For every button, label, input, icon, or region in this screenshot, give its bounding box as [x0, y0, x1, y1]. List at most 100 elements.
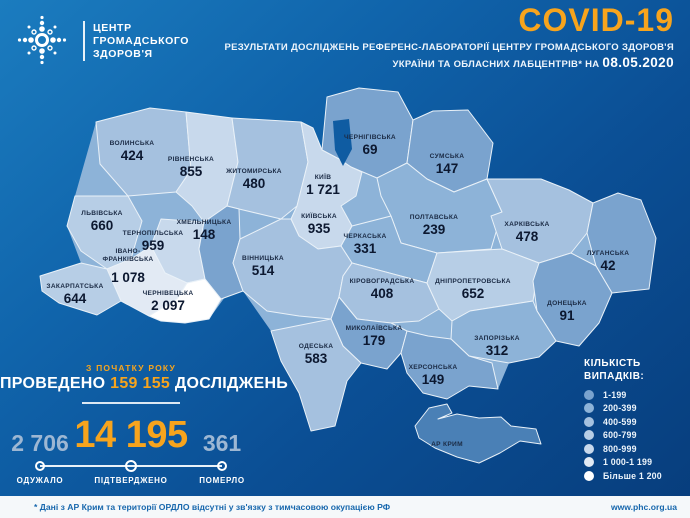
died-marker — [217, 461, 227, 471]
confirmed-marker — [125, 460, 137, 472]
subtitle-line2-text: УКРАЇНИ ТА ОБЛАСНИХ ЛАБЦЕНТРІВ* НА — [392, 59, 600, 70]
died-count: 361 — [202, 430, 242, 456]
site-link[interactable]: www.phc.org.ua — [610, 502, 677, 512]
region-odesa — [270, 318, 362, 432]
region-donetsk — [532, 252, 613, 347]
legend-items: 1-199 200-399 400-599 600-799 800-999 1 000-1… — [584, 388, 688, 483]
legend-swatch-icon — [584, 457, 594, 468]
region-value-zhytomyr: 480 — [243, 176, 266, 191]
logo-line2: ГРОМАДСЬКОГО — [93, 35, 190, 47]
region-name-dnipro: ДНІПРОПЕТРОВСЬКА — [435, 278, 511, 285]
region-value-chernihiv: 69 — [362, 142, 377, 157]
region-value-lviv: 660 — [91, 218, 114, 233]
recovered-label: ОДУЖАЛО — [16, 476, 64, 485]
region-name-chernihiv: ЧЕРНІГІВСЬКА — [344, 134, 396, 141]
region-name-volyn: ВОЛИНСЬКА — [110, 140, 155, 147]
region-value-volyn: 424 — [121, 148, 144, 163]
region-name-sumy: СУМСЬКА — [430, 153, 465, 160]
region-name-lviv: ЛЬВІВСЬКА — [81, 210, 122, 217]
region-name-zakarpattia: ЗАКАРПАТСЬКА — [46, 283, 103, 290]
region-crimea — [414, 403, 542, 464]
tests-period-label: З ПОЧАТКУ РОКУ — [86, 363, 176, 373]
tests-line: ПРОВЕДЕНО 159 155 ДОСЛІДЖЕНЬ — [0, 375, 288, 393]
region-value-chernivtsi: 2 097 — [151, 298, 185, 313]
logo-divider — [83, 21, 85, 61]
confirmed-count: 14 195 — [74, 414, 188, 456]
region-name-rivne: РІВНЕНСЬКА — [168, 156, 214, 163]
page-title: COVID-19 — [518, 2, 674, 38]
legend-label: 200-399 — [603, 403, 637, 414]
region-value-zaporizhzhia: 312 — [486, 343, 509, 358]
region-name-kyivska: КИЇВСЬКА — [301, 212, 337, 220]
legend-item-5: 1 000-1 199 — [584, 456, 688, 470]
region-name-kyiv_city: КИЇВ — [315, 173, 332, 181]
footer-bar: * Дані з АР Крим та території ОРДЛО відс… — [0, 496, 690, 518]
region-value-ternopil: 959 — [142, 238, 165, 253]
region-name-cherkasy: ЧЕРКАСЬКА — [343, 233, 386, 240]
region-name-kirovohrad: КІРОВОГРАДСЬКА — [350, 278, 415, 285]
legend-item-2: 400-599 — [584, 415, 688, 429]
legend-swatch-icon — [584, 389, 594, 400]
region-value-ivano_frankivsk: 1 078 — [111, 270, 145, 285]
legend-title-line1: КІЛЬКІСТЬ — [584, 358, 641, 369]
legend-item-6: Більше 1 200 — [584, 469, 688, 483]
region-value-dnipro: 652 — [462, 286, 485, 301]
region-name-crimea: АР КРИМ — [431, 441, 463, 448]
region-value-donetsk: 91 — [559, 308, 575, 323]
legend-label: 800-999 — [603, 443, 637, 454]
legend-label: Більше 1 200 — [603, 470, 662, 481]
region-value-sumy: 147 — [436, 161, 459, 176]
recovered-marker — [35, 461, 45, 471]
tests-count: 159 155 — [110, 375, 171, 392]
legend-item-0: 1-199 — [584, 388, 688, 402]
legend-title: КІЛЬКІСТЬ ВИПАДКІВ: — [584, 357, 688, 383]
region-name-chernivtsi: ЧЕРНІВЕЦЬКА — [143, 290, 194, 297]
region-name-donetsk: ДОНЕЦЬКА — [547, 300, 587, 307]
legend-swatch-icon — [584, 403, 594, 414]
report-date: 08.05.2020 — [602, 55, 674, 70]
region-value-kherson: 149 — [422, 372, 445, 387]
region-value-vinnytsia: 514 — [252, 263, 275, 278]
region-luhansk — [586, 192, 657, 294]
phc-logo-icon — [17, 15, 67, 65]
region-value-rivne: 855 — [180, 164, 203, 179]
legend-title-line2: ВИПАДКІВ: — [584, 371, 645, 382]
region-zakarpattia — [39, 262, 122, 316]
region-name-ivano_frankivsk: ІВАНО-ФРАНКІВСЬКА — [103, 248, 154, 263]
region-name-luhansk: ЛУГАНСЬКА — [587, 250, 630, 257]
region-chernivtsi — [148, 278, 222, 324]
region-name-zaporizhzhia: ЗАПОРІЗЬКА — [474, 335, 520, 342]
region-kyivska — [290, 121, 363, 250]
legend-label: 1 000-1 199 — [603, 457, 653, 468]
legend-item-3: 600-799 — [584, 429, 688, 443]
legend-item-4: 800-999 — [584, 442, 688, 456]
legend: КІЛЬКІСТЬ ВИПАДКІВ: 1-199 200-399 400-599 6… — [584, 357, 688, 483]
legend-label: 600-799 — [603, 430, 637, 441]
legend-swatch-icon — [584, 470, 594, 481]
region-value-cherkasy: 331 — [354, 241, 377, 256]
logo-line3: ЗДОРОВ'Я — [93, 48, 153, 60]
logo-line1: ЦЕНТР — [93, 22, 132, 34]
died-label: ПОМЕРЛО — [199, 476, 245, 485]
region-value-kirovohrad: 408 — [371, 286, 394, 301]
region-value-luhansk: 42 — [600, 258, 615, 273]
legend-label: 1-199 — [603, 389, 627, 400]
legend-label: 400-599 — [603, 416, 637, 427]
region-name-mykolaiv: МИКОЛАЇВСЬКА — [346, 324, 403, 332]
subtitle-line2: УКРАЇНИ ТА ОБЛАСНИХ ЛАБЦЕНТРІВ* НА 08.05… — [393, 55, 674, 70]
confirmed-label: ПІДТВЕРДЖЕНО — [94, 476, 168, 485]
region-name-odesa: ОДЕСЬКА — [299, 343, 334, 350]
logo-text: ЦЕНТР ГРОМАДСЬКОГО ЗДОРОВ'Я — [93, 22, 189, 61]
region-kherson — [400, 330, 499, 400]
region-name-kharkiv: ХАРКІВСЬКА — [504, 221, 549, 228]
divider — [82, 402, 180, 404]
region-value-kyiv_city: 1 721 — [306, 182, 340, 197]
region-value-mykolaiv: 179 — [363, 333, 386, 348]
region-name-zhytomyr: ЖИТОМИРСЬКА — [225, 168, 282, 175]
region-name-poltava: ПОЛТАВСЬКА — [410, 214, 459, 221]
tests-prefix: ПРОВЕДЕНО — [0, 375, 106, 392]
region-value-poltava: 239 — [423, 222, 446, 237]
region-name-khmelnytskyi: ХМЕЛЬНИЦЬКА — [177, 219, 232, 226]
